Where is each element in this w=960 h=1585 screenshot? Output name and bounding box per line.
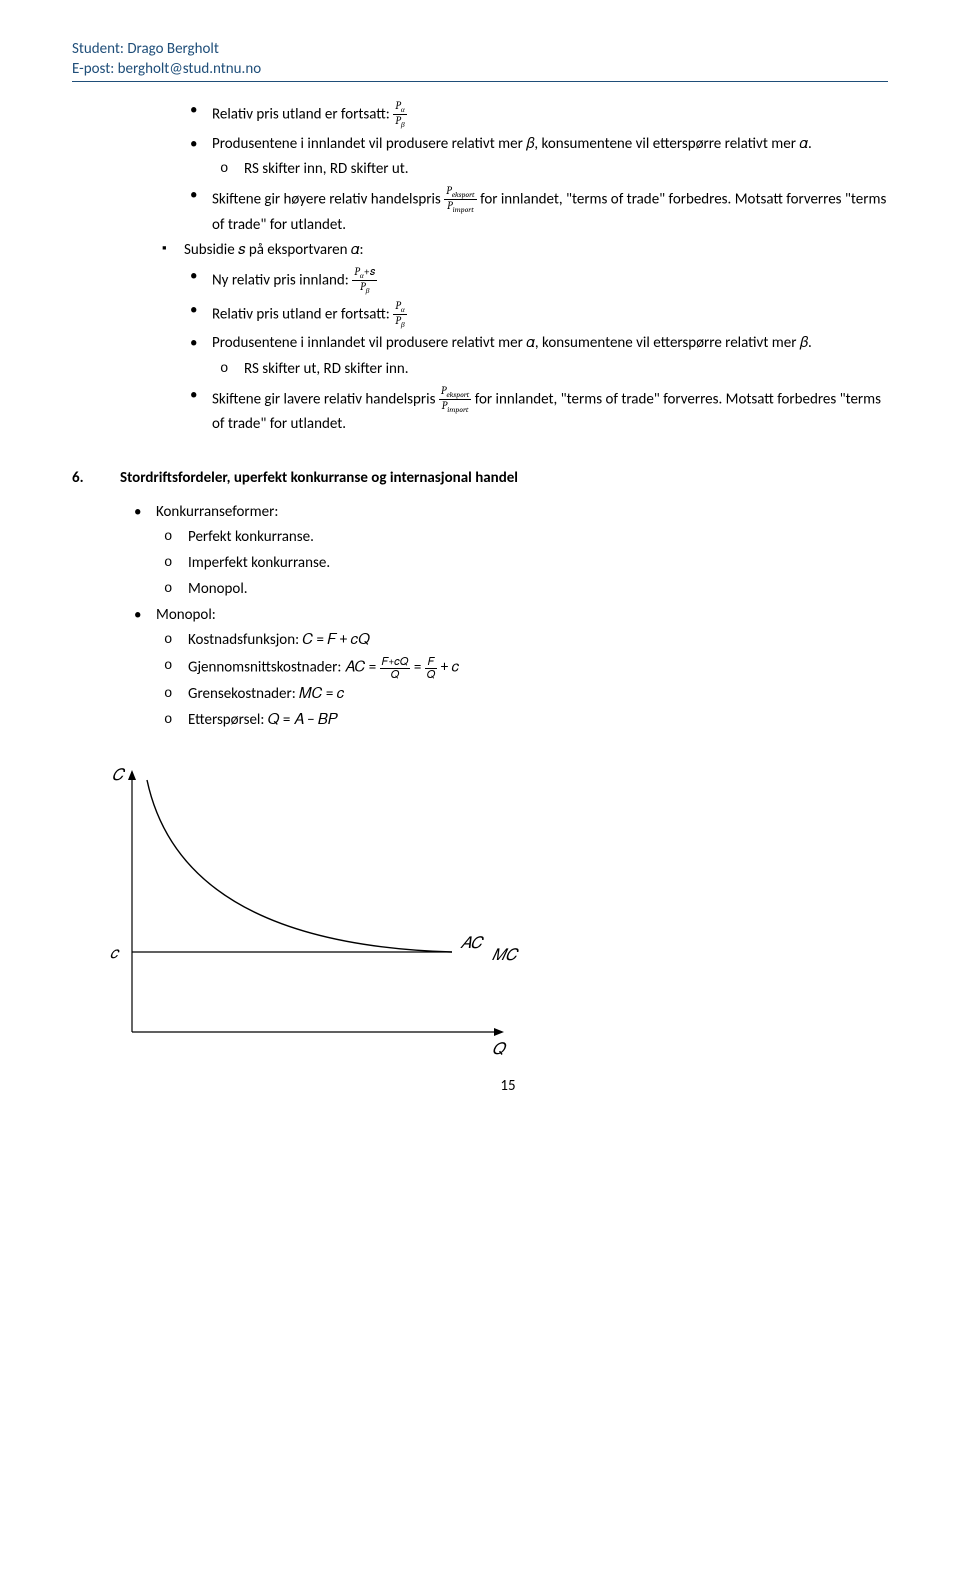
fraction: Pα+𝑠 Pβ xyxy=(352,266,377,296)
svg-text:𝑐: 𝑐 xyxy=(110,944,120,962)
text: Relativ pris utland er fortsatt: xyxy=(212,105,393,123)
text: RS skifter ut, RD skifter inn. xyxy=(244,360,409,378)
text: Imperfekt konkurranse. xyxy=(188,554,330,572)
list-item: Etterspørsel: 𝑄 = 𝐴 − 𝐵𝑃 xyxy=(156,710,888,732)
section-title: Stordriftsfordeler, uperfekt konkurranse… xyxy=(120,468,518,490)
list-item: RS skifter ut, RD skifter inn. xyxy=(212,359,888,381)
main-content: Relativ pris utland er fortsatt: Pα Pβ P… xyxy=(72,100,888,1098)
list-item: Subsidie 𝑠 på eksportvaren 𝛼: Ny relativ… xyxy=(156,240,888,436)
text: Relativ pris utland er fortsatt: xyxy=(212,305,393,323)
email-label: E-post: xyxy=(72,60,118,78)
svg-text:𝐶: 𝐶 xyxy=(112,766,126,784)
text: Konkurranseformer: xyxy=(156,503,278,521)
fraction: 𝐹+𝑐𝑄 𝑄 xyxy=(380,656,411,680)
svg-text:𝑀𝐶: 𝑀𝐶 xyxy=(492,946,520,964)
list-item: Grensekostnader: 𝑀𝐶 = 𝑐 xyxy=(156,684,888,706)
text: Ny relativ pris innland: xyxy=(212,271,352,289)
text: Produsentene i innlandet vil produsere r… xyxy=(212,135,812,153)
svg-text:𝑄: 𝑄 xyxy=(492,1040,507,1058)
student-name: Drago Bergholt xyxy=(127,40,219,58)
svg-text:𝐴𝐶: 𝐴𝐶 xyxy=(460,934,485,952)
text: Perfekt konkurranse. xyxy=(188,528,314,546)
fraction: Pα Pβ xyxy=(393,300,407,330)
eq-sign: = xyxy=(414,659,425,677)
text: RS skifter inn, RD skifter ut. xyxy=(244,160,409,178)
text: + 𝑐 xyxy=(441,659,459,677)
list-item: Ny relativ pris innland: Pα+𝑠 Pβ xyxy=(184,266,888,296)
section-heading: 6. Stordriftsfordeler, uperfekt konkurra… xyxy=(72,468,888,490)
student-label: Student: xyxy=(72,40,127,58)
list-item: Gjennomsnittskostnader: 𝐴𝐶 = 𝐹+𝑐𝑄 𝑄 = 𝐹 … xyxy=(156,656,888,680)
section-number: 6. xyxy=(72,468,96,490)
fraction: Pα Pβ xyxy=(393,100,407,130)
list-item: Konkurranseformer: Perfekt konkurranse. … xyxy=(128,502,888,601)
list-item: Kostnadsfunksjon: 𝐶 = 𝐹 + 𝑐𝑄 xyxy=(156,630,888,652)
list-item: Monopol: Kostnadsfunksjon: 𝐶 = 𝐹 + 𝑐𝑄 Gj… xyxy=(128,605,888,732)
list-item: Monopol. xyxy=(156,579,888,601)
list-item: Relativ pris utland er fortsatt: Pα Pβ xyxy=(184,100,888,130)
text: Etterspørsel: 𝑄 = 𝐴 − 𝐵𝑃 xyxy=(188,711,338,729)
text: Subsidie 𝑠 på eksportvaren 𝛼: xyxy=(184,241,364,259)
page-number: 15 xyxy=(128,1076,888,1098)
cost-curve-figure: 𝐶 𝑄𝑐 𝐴𝐶 𝑀𝐶 xyxy=(72,752,888,1072)
fraction: Peksport Pimport xyxy=(439,385,471,415)
text: Gjennomsnittskostnader: 𝐴𝐶 = xyxy=(188,659,380,677)
fraction: 𝐹 𝑄 xyxy=(425,656,438,680)
text: Monopol. xyxy=(188,580,248,598)
list-item: Imperfekt konkurranse. xyxy=(156,553,888,575)
list-item: Skiftene gir lavere relativ handelspris … xyxy=(184,385,888,436)
list-item: Relativ pris utland er fortsatt: Pα Pβ xyxy=(184,300,888,330)
fraction: Peksport Pimport xyxy=(444,185,476,215)
text: Monopol: xyxy=(156,606,216,624)
text: Grensekostnader: 𝑀𝐶 = 𝑐 xyxy=(188,685,344,703)
cost-chart-svg: 𝐶 𝑄𝑐 𝐴𝐶 𝑀𝐶 xyxy=(72,752,552,1072)
page-header: Student: Drago Bergholt E-post: bergholt… xyxy=(72,40,888,82)
list-item: Produsentene i innlandet vil produsere r… xyxy=(184,333,888,381)
list-item: Perfekt konkurranse. xyxy=(156,527,888,549)
text: Skiftene gir høyere relativ handelspris xyxy=(212,190,444,208)
text: Produsentene i innlandet vil produsere r… xyxy=(212,334,812,352)
email-value: bergholt@stud.ntnu.no xyxy=(118,60,261,78)
text: Kostnadsfunksjon: 𝐶 = 𝐹 + 𝑐𝑄 xyxy=(188,631,370,649)
list-item: RS skifter inn, RD skifter ut. xyxy=(212,159,888,181)
list-item: Skiftene gir høyere relativ handelspris … xyxy=(184,185,888,236)
list-item: Produsentene i innlandet vil produsere r… xyxy=(184,134,888,182)
text: Skiftene gir lavere relativ handelspris xyxy=(212,390,439,408)
